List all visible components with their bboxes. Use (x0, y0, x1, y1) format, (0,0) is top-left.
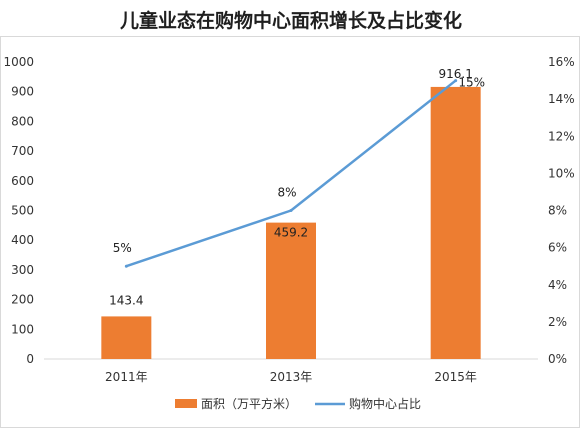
bar (101, 316, 152, 359)
y-right-tick-label: 14% (548, 92, 575, 106)
legend-swatch-bar (175, 399, 197, 408)
y-right-tick-label: 10% (548, 166, 575, 180)
y-right-tick-label: 2% (548, 315, 567, 329)
y-left-tick-label: 500 (11, 204, 34, 218)
x-tick-label: 2011年 (105, 370, 148, 384)
bar (266, 222, 316, 359)
line-data-label: 15% (458, 76, 485, 90)
y-right-tick-label: 4% (548, 278, 567, 292)
labels-layer: 143.4 459.2 916.1 5% 8% 15% (109, 67, 485, 307)
bar (430, 86, 481, 359)
y-left-tick-label: 100 (11, 322, 34, 336)
bars-layer (101, 86, 481, 359)
line-data-label: 8% (277, 186, 296, 200)
y-left-tick-label: 900 (11, 85, 34, 99)
y-right-tick-label: 12% (548, 129, 575, 143)
chart-frame (0, 36, 580, 428)
bar-data-label: 916.1 (438, 67, 472, 81)
x-tick-label: 2013年 (270, 370, 313, 384)
y-left-tick-label: 1000 (3, 55, 34, 69)
axes-layer: 0 100 200 300 400 500 600 700 800 900 1000 0% 2% 4% 6%… (3, 55, 574, 384)
line-point (289, 209, 293, 212)
y-left-tick-label: 200 (11, 293, 34, 307)
line-point (454, 79, 458, 83)
y-left-tick-label: 600 (11, 174, 34, 188)
y-left-tick-label: 400 (11, 233, 34, 247)
y-left-tick-label: 700 (11, 144, 34, 158)
y-right-tick-label: 8% (548, 204, 567, 218)
bar-data-label: 143.4 (109, 293, 143, 307)
legend-layer: 面积（万平方米） 购物中心占比 (175, 396, 421, 411)
legend-label-bar: 面积（万平方米） (201, 396, 297, 411)
x-tick-label: 2015年 (434, 370, 477, 384)
y-right-tick-label: 16% (548, 55, 575, 69)
line-point (124, 264, 128, 268)
y-right-tick-label: 6% (548, 241, 567, 255)
line-layer (124, 79, 458, 268)
chart-title: 儿童业态在购物中心面积增长及占比变化 (119, 10, 462, 32)
line-data-label: 5% (113, 241, 132, 255)
y-left-tick-label: 300 (11, 263, 34, 277)
y-left-tick-label: 0 (26, 352, 34, 366)
y-left-tick-label: 800 (11, 114, 34, 128)
y-right-tick-label: 0% (548, 352, 567, 366)
legend-label-line: 购物中心占比 (349, 396, 421, 411)
bar-data-label: 459.2 (274, 226, 308, 240)
